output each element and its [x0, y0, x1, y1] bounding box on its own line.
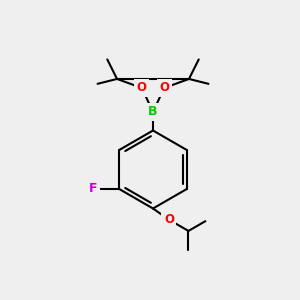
Text: B: B [148, 105, 158, 119]
Text: F: F [89, 182, 97, 196]
Text: O: O [159, 82, 169, 94]
Text: O: O [164, 213, 174, 226]
Text: O: O [137, 82, 147, 94]
